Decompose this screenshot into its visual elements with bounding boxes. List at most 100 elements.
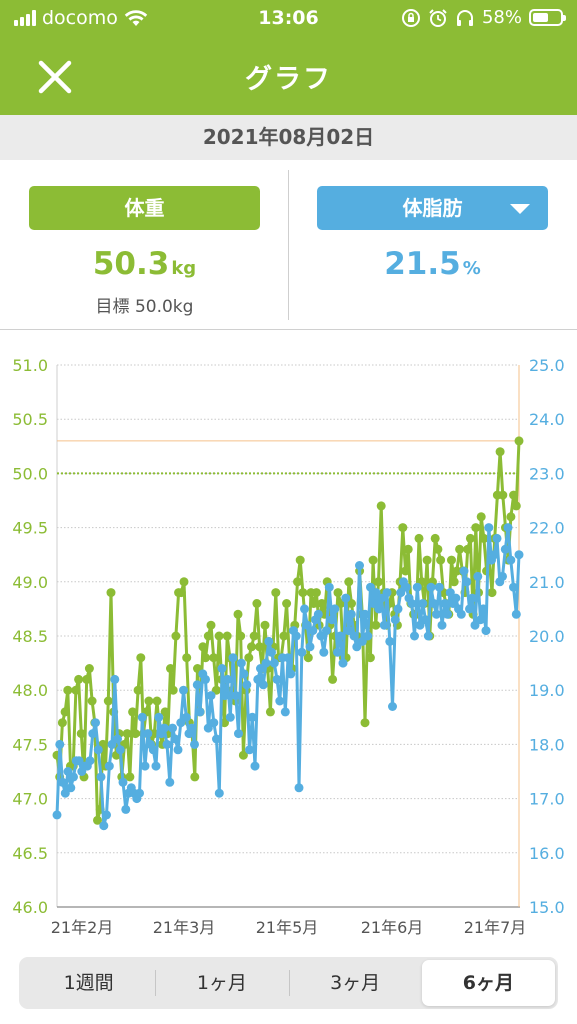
- body-fat-series-point: [291, 631, 301, 641]
- weight-series-point: [498, 490, 508, 500]
- weight-body-fat-chart[interactable]: 51.0 25.0 50.5 24.0 50.0 23.0 49.5 22.0 49.0 21.0…: [0, 331, 577, 951]
- weight-series-point: [433, 544, 443, 554]
- weight-series-point: [206, 620, 216, 630]
- weight-number: 50.3: [92, 246, 170, 282]
- y-left-tick-label: 49.0: [12, 573, 48, 592]
- body-fat-button-label: 体脂肪: [402, 196, 463, 220]
- body-fat-series-point: [341, 593, 351, 603]
- page-title: グラフ: [245, 64, 332, 95]
- body-fat-series-point: [91, 718, 100, 728]
- body-fat-series-point: [261, 658, 271, 668]
- weight-series-point: [282, 599, 292, 608]
- y-right-tick-label: 25.0: [529, 356, 565, 375]
- battery-percent: 58%: [481, 7, 522, 28]
- weight-series-point: [190, 772, 200, 782]
- body-fat-series-point: [256, 664, 265, 673]
- weight-series-point: [260, 620, 270, 630]
- body-fat-number: 21.5: [384, 246, 461, 282]
- tab-1-month[interactable]: 1ヶ月: [155, 960, 288, 1006]
- body-fat-series-point: [225, 712, 235, 722]
- body-fat-series-point: [253, 674, 263, 684]
- body-fat-series-point: [498, 571, 507, 581]
- body-fat-series-point: [459, 566, 469, 576]
- y-left-tick-label: 48.5: [12, 627, 48, 646]
- body-fat-series-point: [118, 777, 128, 787]
- y-right-tick-label: 15.0: [529, 898, 565, 917]
- body-fat-series-point: [280, 707, 290, 717]
- weight-series-point: [176, 588, 186, 598]
- tab-3-months[interactable]: 3ヶ月: [288, 960, 422, 1006]
- weight-series-point: [279, 631, 289, 641]
- y-right-tick-label: 16.0: [529, 844, 565, 863]
- body-fat-series-point: [102, 810, 111, 820]
- weight-series-point: [303, 653, 313, 663]
- weight-series-point: [311, 588, 321, 598]
- body-fat-series-point: [396, 588, 406, 598]
- body-fat-series-point: [300, 604, 309, 614]
- body-fat-series-point: [349, 631, 359, 641]
- body-fat-series-point: [217, 664, 227, 673]
- body-fat-series-point: [66, 783, 76, 793]
- tab-6-months[interactable]: 6ヶ月: [421, 960, 555, 1006]
- y-left-tick-label: 46.5: [12, 844, 48, 863]
- weight-series-point: [57, 718, 67, 728]
- weight-series-line: [55, 440, 521, 822]
- body-fat-series-point: [115, 745, 125, 755]
- body-fat-dropdown[interactable]: 体脂肪: [317, 186, 548, 230]
- body-fat-series-point: [173, 745, 183, 755]
- body-fat-series-point: [313, 609, 323, 619]
- weight-series-point: [233, 609, 243, 619]
- body-fat-series-point: [368, 599, 378, 608]
- weight-series-point: [179, 577, 189, 587]
- body-fat-series-point: [377, 593, 386, 603]
- weight-series-point: [71, 685, 81, 695]
- body-fat-series-point: [344, 626, 353, 636]
- weight-series-point: [93, 815, 102, 825]
- y-right-tick-label: 24.0: [529, 410, 565, 429]
- weight-series-point: [198, 642, 208, 652]
- body-fat-series-point: [245, 745, 254, 755]
- weight-series-point: [360, 718, 370, 728]
- weight-series-point: [506, 512, 516, 522]
- x-tick-label: 21年7月: [464, 918, 527, 937]
- weight-series-point: [328, 674, 338, 684]
- weight-button[interactable]: 体重: [29, 186, 260, 230]
- body-fat-series-point: [231, 691, 241, 701]
- body-fat-series-point: [69, 772, 78, 782]
- y-left-tick-label: 47.5: [12, 735, 48, 754]
- weight-series-point: [106, 588, 116, 598]
- wifi-icon: [124, 10, 148, 26]
- close-button[interactable]: [30, 52, 80, 102]
- body-fat-series-point: [360, 609, 370, 619]
- weight-series-point: [76, 729, 86, 739]
- weight-series-point: [152, 696, 162, 706]
- y-left-tick-label: 50.0: [12, 464, 48, 483]
- body-fat-series-point: [506, 555, 516, 565]
- body-fat-series-point: [390, 615, 400, 625]
- body-fat-series-point: [481, 626, 491, 636]
- body-fat-series-point: [462, 577, 472, 587]
- y-right-tick-label: 20.0: [529, 627, 565, 646]
- body-fat-series-point: [214, 788, 224, 798]
- body-fat-series-point: [476, 615, 485, 625]
- weight-series-point: [128, 707, 138, 717]
- body-fat-series-point: [434, 582, 444, 592]
- body-fat-series-point: [107, 739, 117, 749]
- body-fat-series-point: [366, 582, 375, 592]
- body-fat-series-point: [445, 588, 455, 598]
- body-fat-series-point: [110, 674, 120, 684]
- weight-series-point: [136, 653, 146, 663]
- signal-icon: [14, 10, 36, 26]
- tab-1-week[interactable]: 1週間: [63, 972, 114, 994]
- body-fat-series-point: [421, 615, 430, 625]
- body-fat-series-point: [322, 626, 331, 636]
- y-right-tick-label: 23.0: [529, 464, 565, 483]
- body-fat-series-point: [374, 604, 384, 614]
- body-fat-series-point: [456, 609, 466, 619]
- weight-series-point: [255, 642, 265, 652]
- weight-unit: kg: [171, 258, 197, 279]
- x-tick-label: 21年2月: [51, 918, 114, 937]
- battery-icon: [529, 9, 566, 26]
- weight-series-point: [182, 653, 192, 663]
- weight-series-point: [214, 631, 224, 641]
